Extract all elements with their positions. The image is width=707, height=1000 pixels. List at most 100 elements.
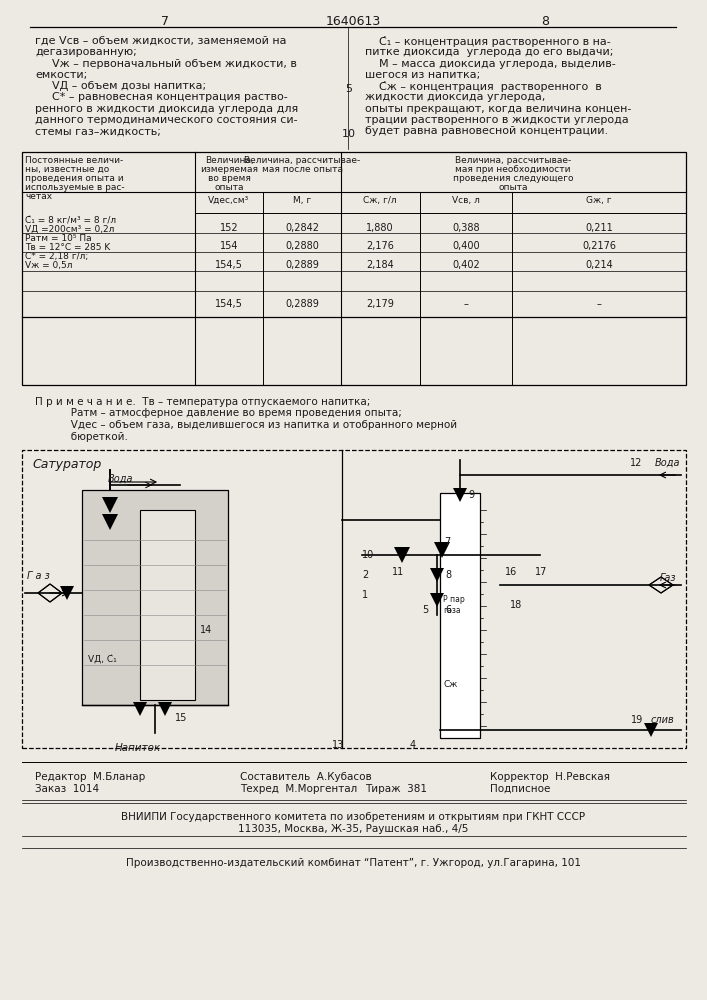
- Text: проведения опыта и: проведения опыта и: [25, 174, 124, 183]
- Text: 5: 5: [346, 84, 353, 94]
- Text: Р пар: Р пар: [443, 595, 464, 604]
- Polygon shape: [394, 547, 410, 563]
- Text: Напиток: Напиток: [115, 743, 161, 753]
- Polygon shape: [60, 586, 74, 600]
- Text: Величина, рассчитывае-: Величина, рассчитывае-: [244, 156, 360, 165]
- Text: П р и м е ч а н и е.  Tв – температура отпускаемого напитка;: П р и м е ч а н и е. Tв – температура от…: [35, 397, 370, 407]
- Text: Вода: Вода: [655, 458, 681, 468]
- Text: 12: 12: [630, 458, 643, 468]
- Text: 14: 14: [200, 625, 212, 635]
- Polygon shape: [644, 723, 658, 737]
- Text: 0,2889: 0,2889: [285, 260, 319, 270]
- Text: 0,400: 0,400: [452, 241, 480, 251]
- Text: трации растворенного в жидкости углерода: трации растворенного в жидкости углерода: [365, 115, 629, 125]
- Polygon shape: [102, 497, 118, 513]
- Text: жидкости диоксида углерода,: жидкости диоксида углерода,: [365, 93, 545, 103]
- Text: Величина, рассчитывае-: Величина, рассчитывае-: [455, 156, 571, 165]
- Text: опыта: опыта: [214, 183, 244, 192]
- Text: 18: 18: [510, 600, 522, 610]
- Text: Редактор  М.Бланар: Редактор М.Бланар: [35, 772, 145, 782]
- Text: 1,880: 1,880: [366, 223, 394, 233]
- Text: VД =200см³ = 0,2л: VД =200см³ = 0,2л: [25, 225, 115, 234]
- Text: данного термодинамического состояния си-: данного термодинамического состояния си-: [35, 115, 298, 125]
- Text: С́ж – концентрация  растворенного  в: С́ж – концентрация растворенного в: [365, 81, 602, 92]
- Text: 2,179: 2,179: [366, 299, 394, 309]
- Text: 9: 9: [468, 490, 474, 500]
- Polygon shape: [102, 514, 118, 530]
- Text: Подписное: Подписное: [490, 784, 550, 794]
- Text: 17: 17: [535, 567, 547, 577]
- Text: 13: 13: [332, 740, 344, 750]
- Text: где Vсв – объем жидкости, заменяемой на: где Vсв – объем жидкости, заменяемой на: [35, 36, 286, 46]
- Text: Вода: Вода: [108, 474, 134, 484]
- Text: бюреткой.: бюреткой.: [35, 432, 128, 442]
- Text: мая после опыта: мая после опыта: [262, 165, 342, 174]
- Text: 15: 15: [175, 713, 187, 723]
- Text: 0,2176: 0,2176: [582, 241, 616, 251]
- Text: 0,402: 0,402: [452, 260, 480, 270]
- Text: 19: 19: [631, 715, 643, 725]
- Text: Pатм – атмосферное давление во время проведения опыта;: Pатм – атмосферное давление во время про…: [35, 408, 402, 418]
- Text: Газ: Газ: [660, 573, 677, 583]
- Polygon shape: [453, 488, 467, 502]
- Text: дегазированную;: дегазированную;: [35, 47, 136, 57]
- Text: 2,184: 2,184: [366, 260, 394, 270]
- Text: 154,5: 154,5: [215, 299, 243, 309]
- Text: С* – равновесная концентрация раство-: С* – равновесная концентрация раство-: [52, 93, 288, 103]
- Text: проведения следующего: проведения следующего: [452, 174, 573, 183]
- Text: VД, С́₁: VД, С́₁: [88, 655, 117, 664]
- Text: 0,211: 0,211: [585, 223, 613, 233]
- Text: С* = 2,18 г/л;: С* = 2,18 г/л;: [25, 252, 88, 261]
- Text: 1: 1: [362, 590, 368, 600]
- Text: Сатуратор: Сатуратор: [32, 458, 101, 471]
- Text: Заказ  1014: Заказ 1014: [35, 784, 99, 794]
- Text: Gж, г: Gж, г: [586, 196, 612, 205]
- Text: 0,2842: 0,2842: [285, 223, 319, 233]
- Text: опыты прекращают, когда величина концен-: опыты прекращают, когда величина концен-: [365, 104, 631, 114]
- Text: M – масса диоксида углерода, выделив-: M – масса диоксида углерода, выделив-: [365, 59, 616, 69]
- Text: Vсв, л: Vсв, л: [452, 196, 480, 205]
- Text: Корректор  Н.Ревская: Корректор Н.Ревская: [490, 772, 610, 782]
- Text: Постоянные величи-: Постоянные величи-: [25, 156, 123, 165]
- Text: 152: 152: [220, 223, 238, 233]
- Text: 113035, Москва, Ж-35, Раушская наб., 4/5: 113035, Москва, Ж-35, Раушская наб., 4/5: [238, 824, 468, 834]
- Text: 11: 11: [392, 567, 404, 577]
- Text: С́₁ = 8 кг/м³ = 8 г/л: С́₁ = 8 кг/м³ = 8 г/л: [25, 216, 116, 225]
- Text: измеряемая: измеряемая: [200, 165, 258, 174]
- Bar: [82, 490, 228, 705]
- Text: Г а з: Г а з: [27, 571, 49, 581]
- Polygon shape: [133, 702, 147, 716]
- Text: емкости;: емкости;: [35, 70, 87, 80]
- Text: опыта: опыта: [498, 183, 527, 192]
- Text: 16: 16: [505, 567, 518, 577]
- Text: Tв = 12°C = 285 K: Tв = 12°C = 285 K: [25, 243, 110, 252]
- Polygon shape: [434, 542, 450, 558]
- Text: 4: 4: [410, 740, 416, 750]
- Text: VД – объем дозы напитка;: VД – объем дозы напитка;: [52, 81, 206, 91]
- Text: Техред  М.Моргентал: Техред М.Моргентал: [240, 784, 357, 794]
- Polygon shape: [430, 593, 444, 607]
- Bar: [440, 493, 480, 738]
- Text: 10: 10: [342, 129, 356, 139]
- Text: четах: четах: [25, 192, 52, 201]
- Text: 0,214: 0,214: [585, 260, 613, 270]
- Text: Тираж  381: Тираж 381: [365, 784, 427, 794]
- Text: Величина,: Величина,: [204, 156, 253, 165]
- Text: 2,176: 2,176: [366, 241, 394, 251]
- Text: –: –: [464, 299, 469, 309]
- Text: используемые в рас-: используемые в рас-: [25, 183, 124, 192]
- Text: 154,5: 154,5: [215, 260, 243, 270]
- Text: питке диоксида  углерода до его выдачи;: питке диоксида углерода до его выдачи;: [365, 47, 614, 57]
- Text: слив: слив: [651, 715, 674, 725]
- Text: будет равна равновесной концентрации.: будет равна равновесной концентрации.: [365, 126, 608, 136]
- Text: 5: 5: [422, 605, 428, 615]
- Text: 7: 7: [444, 537, 450, 547]
- Text: мая при необходимости: мая при необходимости: [455, 165, 571, 174]
- Bar: [22, 152, 686, 385]
- Text: ренного в жидкости диоксида углерода для: ренного в жидкости диоксида углерода для: [35, 104, 298, 114]
- Text: 154: 154: [220, 241, 238, 251]
- Text: Составитель  А.Кубасов: Составитель А.Кубасов: [240, 772, 372, 782]
- Text: 7: 7: [161, 15, 169, 28]
- Polygon shape: [430, 568, 444, 582]
- Text: стемы газ–жидкость;: стемы газ–жидкость;: [35, 126, 161, 136]
